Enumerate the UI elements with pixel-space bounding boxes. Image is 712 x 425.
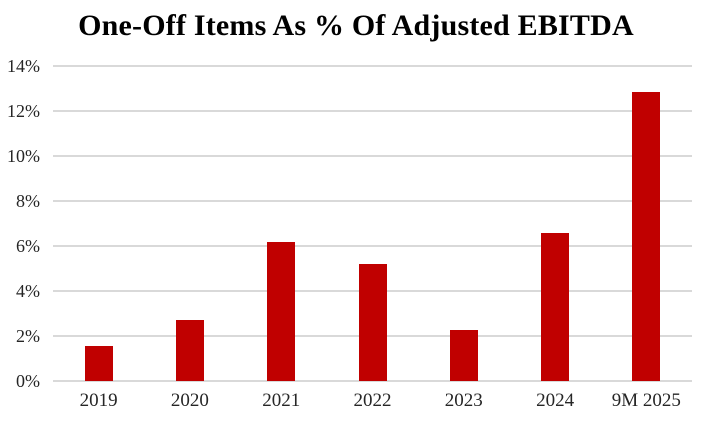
y-axis-tick-label: 14% bbox=[7, 56, 40, 76]
x-axis-tick-label: 2024 bbox=[536, 390, 575, 411]
plot-area bbox=[53, 65, 692, 382]
x-axis-tick-label: 2020 bbox=[170, 390, 209, 411]
bar-2022 bbox=[358, 264, 387, 381]
chart-title: One-Off Items As % Of Adjusted EBITDA bbox=[78, 9, 634, 42]
x-axis-tick-label: 2022 bbox=[353, 390, 392, 411]
gridline-12% bbox=[53, 110, 692, 112]
x-axis-tick-label: 2023 bbox=[444, 390, 483, 411]
bar-2021 bbox=[267, 241, 296, 381]
y-axis-tick-label: 0% bbox=[16, 371, 40, 391]
bar-9M 2025 bbox=[632, 91, 661, 381]
x-axis-tick-label: 2021 bbox=[262, 390, 301, 411]
y-axis-tick-label: 8% bbox=[16, 191, 40, 211]
y-axis-tick-label: 10% bbox=[7, 146, 40, 166]
y-axis-tick-label: 12% bbox=[7, 101, 40, 121]
y-axis-tick-label: 6% bbox=[16, 236, 40, 256]
y-axis-tick-label: 4% bbox=[16, 281, 40, 301]
x-axis-tick-label: 2019 bbox=[79, 390, 118, 411]
gridline-6% bbox=[53, 245, 692, 247]
x-axis-tick-label: 9M 2025 bbox=[611, 390, 681, 411]
gridline-10% bbox=[53, 155, 692, 157]
bar-2024 bbox=[541, 232, 570, 381]
gridline-14% bbox=[53, 65, 692, 67]
bar-2023 bbox=[449, 330, 478, 381]
bar-2020 bbox=[175, 320, 204, 381]
gridline-8% bbox=[53, 200, 692, 202]
y-axis-tick-label: 2% bbox=[16, 326, 40, 346]
bar-2019 bbox=[84, 346, 113, 381]
